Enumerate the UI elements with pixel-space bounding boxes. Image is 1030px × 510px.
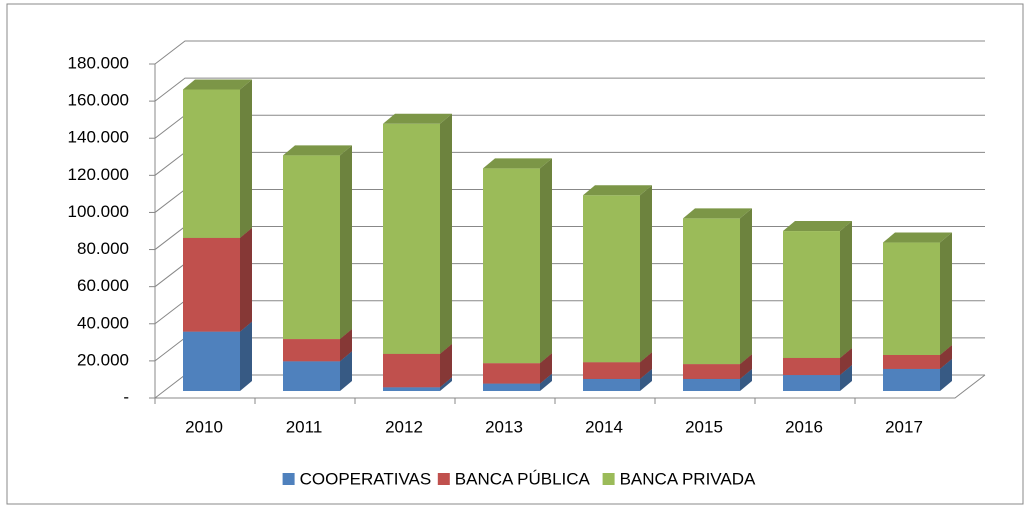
y-tick-label: 80.000 xyxy=(77,239,129,258)
bar-top xyxy=(483,158,552,169)
bar-front xyxy=(483,363,540,384)
bar-front xyxy=(783,357,840,376)
bar-front xyxy=(183,89,240,238)
bar-side xyxy=(940,358,952,391)
bar-side xyxy=(740,208,752,365)
bar-side xyxy=(740,368,752,391)
x-tick-label: 2011 xyxy=(286,417,323,436)
bar-side xyxy=(440,113,452,354)
bar-front xyxy=(683,218,740,365)
legend-swatch xyxy=(437,473,450,485)
x-tick-label: 2013 xyxy=(485,417,523,436)
floor xyxy=(155,374,986,399)
y-tick-label: 140.000 xyxy=(68,128,129,147)
y-tick-label: 60.000 xyxy=(77,276,129,295)
legend-label: COOPERATIVAS xyxy=(300,469,432,488)
bar-front xyxy=(683,364,740,379)
bar-segment xyxy=(283,145,352,340)
bar-top xyxy=(283,145,352,156)
bar-side xyxy=(440,343,452,388)
bar-top xyxy=(383,113,452,124)
bar-side xyxy=(240,79,252,238)
bar-side xyxy=(240,321,252,391)
bar-segment xyxy=(183,79,252,238)
bar-side xyxy=(640,185,652,363)
bar-front xyxy=(583,378,640,391)
bar-segment xyxy=(583,185,652,363)
bar-side xyxy=(340,351,352,391)
y-tick-label: 100.000 xyxy=(68,202,129,221)
bar-side xyxy=(540,158,552,364)
bar-front xyxy=(883,355,940,369)
bar-segment xyxy=(183,227,252,332)
bar-front xyxy=(483,383,540,391)
bar-front xyxy=(283,155,340,340)
bar-side xyxy=(340,145,352,340)
grid-line xyxy=(154,40,985,65)
bar-segment xyxy=(783,221,852,358)
bar-front xyxy=(883,242,940,356)
bar-side xyxy=(440,377,452,391)
bar-front xyxy=(183,331,240,391)
y-tick-label: - xyxy=(123,387,129,406)
x-tick-label: 2016 xyxy=(785,417,823,436)
y-tick-label: 120.000 xyxy=(68,165,129,184)
bar-front xyxy=(483,168,540,364)
legend-swatch xyxy=(282,473,295,485)
bar-side xyxy=(640,352,652,379)
bar-front xyxy=(783,231,840,358)
bar-front xyxy=(583,195,640,363)
y-tick-label: 40.000 xyxy=(77,313,129,332)
y-tick-label: 180.000 xyxy=(68,53,129,72)
x-tick-label: 2015 xyxy=(685,417,723,436)
bar-segment xyxy=(483,158,552,364)
y-tick-label: 20.000 xyxy=(77,350,129,369)
bar-side xyxy=(240,227,252,332)
bar-side xyxy=(540,373,552,391)
bar-side xyxy=(940,345,952,369)
bar-top xyxy=(683,208,752,219)
bar-front xyxy=(183,237,240,332)
x-tick-label: 2010 xyxy=(185,417,223,436)
bar-front xyxy=(783,375,840,391)
y-tick-label: 160.000 xyxy=(68,91,129,110)
bar-front xyxy=(883,368,940,391)
grid-line xyxy=(154,77,985,102)
bar-side xyxy=(340,329,352,362)
bar-front xyxy=(683,378,740,391)
bar-segment xyxy=(383,113,452,354)
bar-front xyxy=(383,123,440,354)
bar-top xyxy=(883,232,952,243)
bar-front xyxy=(583,362,640,379)
bar-top xyxy=(183,79,252,90)
bar-side xyxy=(840,221,852,358)
bar-segment xyxy=(883,232,952,356)
bar-top xyxy=(583,185,652,196)
bar-front xyxy=(383,387,440,391)
legend-label: BANCA PÚBLICA xyxy=(455,469,591,488)
bar-side xyxy=(840,347,852,376)
bar-side xyxy=(640,368,652,391)
bar-top xyxy=(783,221,852,232)
legend-label: BANCA PRIVADA xyxy=(620,469,756,488)
bar-front xyxy=(283,361,340,391)
bar-front xyxy=(283,339,340,362)
bar-side xyxy=(840,365,852,391)
x-tick-label: 2017 xyxy=(885,417,923,436)
bar-side xyxy=(740,354,752,379)
x-tick-label: 2012 xyxy=(385,417,423,436)
bar-front xyxy=(383,353,440,388)
bar-segment xyxy=(683,208,752,365)
bar-segment xyxy=(183,321,252,391)
x-tick-label: 2014 xyxy=(585,417,623,436)
legend-swatch xyxy=(602,473,615,485)
bar-side xyxy=(940,232,952,356)
bar-side xyxy=(540,353,552,384)
